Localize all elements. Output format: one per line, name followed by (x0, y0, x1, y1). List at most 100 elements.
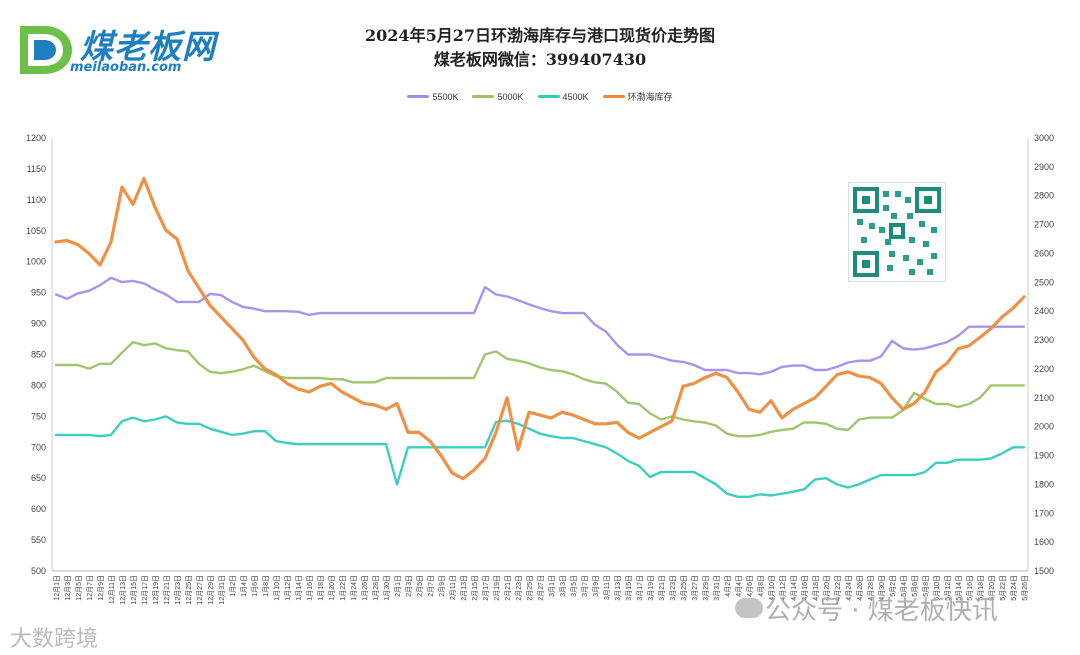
x-tick-label: 5月2日 (889, 575, 897, 597)
x-tick-label: 2月13日 (460, 575, 468, 601)
x-tick-label: 12月23日 (174, 575, 182, 605)
x-tick-label: 3月7日 (581, 575, 589, 597)
y-left-tick-label: 1150 (27, 164, 46, 174)
x-tick-label: 12月25日 (185, 575, 193, 605)
x-tick-label: 3月29日 (702, 575, 710, 601)
legend-label-5000k: 5000K (497, 91, 524, 102)
x-tick-label: 1月30日 (383, 575, 391, 601)
x-tick-label: 2月25日 (526, 575, 534, 601)
x-tick-label: 12月21日 (163, 575, 171, 605)
x-tick-label: 1月8日 (262, 575, 270, 597)
legend-swatch-5500k (407, 95, 430, 98)
watermark-text: 公众号 · 煤老板快讯 (765, 596, 998, 626)
x-tick-label: 3月15日 (625, 575, 633, 601)
x-tick-label: 5月16日 (966, 575, 974, 601)
x-tick-label: 2月19日 (493, 575, 501, 601)
x-tick-label: 5月24日 (1010, 575, 1018, 601)
x-tick-label: 2月21日 (504, 575, 512, 601)
x-tick-label: 2月23日 (515, 575, 523, 601)
y-left-tick-label: 650 (31, 473, 46, 483)
x-tick-label: 5月12日 (944, 575, 952, 601)
x-tick-label: 4月10日 (768, 575, 776, 601)
x-tick-label: 5月18日 (977, 575, 985, 601)
x-tick-label: 12月27日 (196, 575, 204, 605)
y-right-tick-label: 2900 (1034, 162, 1054, 172)
x-tick-label: 1月26日 (361, 575, 369, 601)
logo-name: 煤老板网 (80, 27, 216, 66)
x-tick-label: 3月11日 (603, 575, 611, 600)
x-tick-label: 1月4日 (240, 575, 248, 597)
chart-subtitle: 煤老板网微信：399407430 (433, 50, 647, 69)
legend-label-5500k: 5500K (432, 91, 459, 102)
x-tick-label: 1月12日 (284, 575, 292, 601)
x-tick-label: 3月9日 (592, 575, 600, 597)
x-tick-label: 2月17日 (482, 575, 490, 601)
series-line-4500k (54, 415, 1026, 498)
legend-label-4500k: 4500K (562, 91, 589, 102)
series-line-inventory (54, 176, 1026, 481)
y-left-tick-label: 1200 (26, 133, 46, 143)
y-right-tick-label: 1700 (1034, 508, 1054, 518)
x-tick-label: 4月18日 (812, 575, 820, 601)
legend-item-inventory: 环渤海库存 (602, 90, 673, 103)
y-left-tick-label: 850 (31, 350, 46, 360)
x-tick-label: 1月10日 (273, 575, 281, 601)
x-tick-label: 4月2日 (724, 575, 732, 597)
x-tick-label: 3月27日 (691, 575, 699, 601)
x-tick-label: 4月28日 (867, 575, 875, 601)
wechat-icon (735, 598, 763, 618)
y-left-tick-label: 500 (31, 566, 46, 576)
y-left-tick-label: 950 (31, 288, 46, 298)
y-right-tick-label: 2200 (1034, 364, 1054, 374)
x-tick-label: 3月13日 (614, 575, 622, 601)
legend-swatch-inventory (602, 95, 625, 98)
x-tick-label: 12月1日 (53, 575, 61, 601)
x-tick-label: 2月11日 (449, 575, 457, 600)
x-tick-label: 4月6日 (746, 575, 754, 597)
y-right-tick-label: 2000 (1034, 422, 1054, 432)
x-tick-label: 3月25日 (680, 575, 688, 601)
legend-swatch-5000k (472, 95, 495, 98)
x-tick-label: 12月9日 (97, 575, 105, 601)
x-tick-label: 5月4日 (900, 575, 908, 597)
y-right-tick-label: 2600 (1034, 248, 1054, 258)
x-tick-label: 1月20日 (328, 575, 336, 601)
y-left-tick-label: 800 (31, 380, 46, 390)
series-line-5000k (54, 340, 1026, 438)
x-tick-label: 12月13日 (119, 575, 127, 605)
chart-title: 2024年5月27日环渤海库存与港口现货价走势图 (365, 26, 715, 45)
x-tick-label: 12月7日 (86, 575, 94, 601)
x-tick-label: 2月7日 (427, 575, 435, 597)
y-right-tick-label: 1600 (1034, 537, 1054, 547)
x-tick-label: 3月17日 (636, 575, 644, 601)
legend-swatch-4500k (537, 95, 560, 98)
x-tick-label: 1月24日 (350, 575, 358, 601)
x-tick-label: 5月26日 (1021, 575, 1029, 601)
x-tick-label: 2月1日 (394, 575, 402, 597)
y-left-tick-label: 700 (31, 442, 46, 452)
logo: 煤老板网 meilaoban.com (14, 18, 274, 78)
legend-item-5500k: 5500K (407, 90, 458, 103)
qr-code-icon (853, 187, 941, 277)
y-right-tick-label: 3000 (1034, 133, 1054, 143)
y-right-tick-label: 2700 (1034, 220, 1054, 230)
x-tick-label: 4月22日 (834, 575, 842, 601)
x-tick-label: 2月5日 (416, 575, 424, 597)
x-tick-label: 5月6日 (911, 575, 919, 597)
x-tick-label: 3月31日 (713, 575, 721, 601)
y-left-tick-label: 1050 (26, 226, 46, 236)
source-watermark: 大数跨境 (10, 627, 99, 652)
y-right-tick-label: 2300 (1034, 335, 1054, 345)
x-tick-label: 2月9日 (438, 575, 446, 597)
x-tick-label: 3月1日 (548, 575, 556, 597)
x-tick-label: 1月16日 (306, 575, 314, 601)
y-right-tick-label: 2100 (1034, 393, 1054, 403)
x-tick-label: 3月5日 (570, 575, 578, 597)
x-tick-label: 5月8日 (922, 575, 930, 597)
y-right-tick-label: 2500 (1034, 277, 1054, 287)
legend-item-5000k: 5000K (472, 90, 524, 103)
y-left-tick-label: 550 (31, 535, 46, 545)
y-left-tick-label: 1100 (27, 195, 46, 205)
qr-code (848, 182, 946, 282)
